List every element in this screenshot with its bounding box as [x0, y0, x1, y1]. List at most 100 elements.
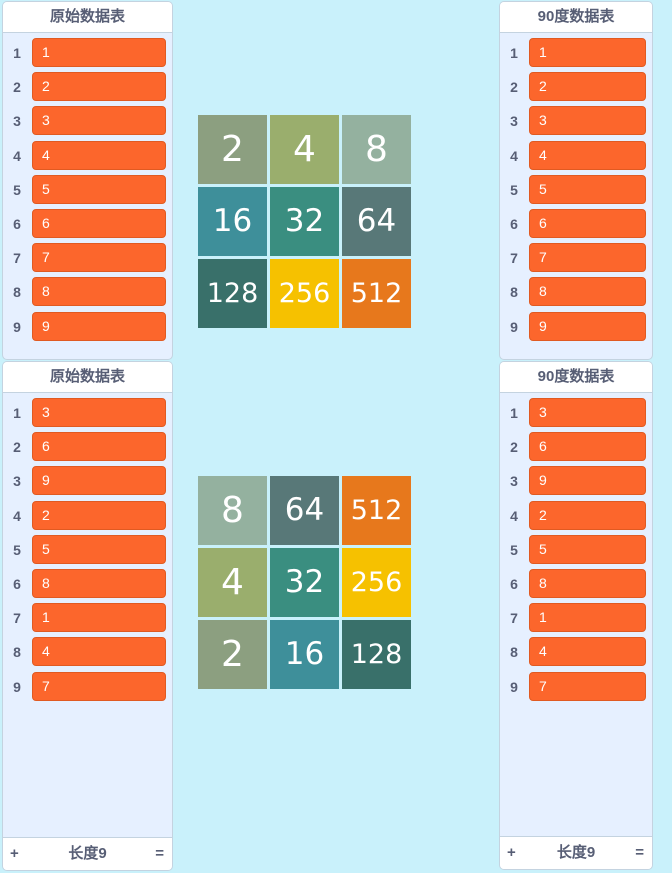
list-item-index: 8	[13, 284, 21, 301]
tile-grid-top: 2 4 8 16 32 64 128 256 512	[198, 115, 411, 328]
list-item-value[interactable]: 2	[32, 72, 166, 102]
list-item-value[interactable]: 5	[32, 174, 166, 204]
list-title: 90度数据表	[500, 2, 652, 33]
list-item-index: 4	[13, 147, 21, 164]
list-item-value[interactable]: 8	[529, 569, 646, 598]
list-item-value[interactable]: 1	[529, 603, 646, 633]
list-item-value[interactable]: 9	[529, 466, 646, 496]
list-item-index: 2	[510, 79, 518, 96]
list-item-index: 6	[13, 576, 21, 592]
list-footer: + 长度9 =	[500, 836, 652, 869]
list-item-value[interactable]: 7	[529, 243, 646, 273]
add-item-button[interactable]: +	[10, 845, 19, 862]
list-item-value[interactable]: 4	[529, 140, 646, 170]
list-item-value[interactable]: 4	[32, 637, 166, 667]
list-item-index: 7	[13, 250, 21, 267]
list-item-value[interactable]: 7	[529, 671, 646, 701]
list-item-value[interactable]: 9	[32, 311, 166, 341]
list-item-value[interactable]: 3	[32, 398, 166, 427]
resize-handle[interactable]: =	[635, 844, 644, 861]
list-item-value[interactable]: 2	[32, 500, 166, 530]
list-item-index: 6	[13, 216, 21, 232]
tile-2: 2	[198, 620, 267, 689]
list-item-index: 4	[13, 507, 21, 524]
list-item-index: 7	[13, 610, 21, 627]
list-item-value[interactable]: 3	[529, 106, 646, 136]
list-item-index: 1	[13, 405, 21, 421]
list-item-value[interactable]: 2	[529, 500, 646, 530]
list-item-index: 3	[510, 113, 518, 130]
list-item-value[interactable]: 4	[529, 637, 646, 667]
list-item-value[interactable]: 9	[529, 311, 646, 341]
tile-256: 256	[342, 548, 411, 617]
list-title: 原始数据表	[3, 2, 172, 33]
list-item-value[interactable]: 7	[32, 243, 166, 273]
list-item-value[interactable]: 1	[32, 603, 166, 633]
tile-128: 128	[342, 620, 411, 689]
tile-64: 64	[342, 187, 411, 256]
list-item-value[interactable]: 5	[32, 534, 166, 564]
tile-16: 16	[198, 187, 267, 256]
list-item-index: 5	[510, 541, 518, 558]
tile-512: 512	[342, 259, 411, 328]
list-item-index: 8	[510, 284, 518, 301]
list-item-index: 5	[13, 541, 21, 558]
list-item-value[interactable]: 6	[32, 209, 166, 238]
list-item-index: 1	[510, 45, 518, 61]
list-item-value[interactable]: 8	[529, 277, 646, 307]
list-item-value[interactable]: 1	[529, 38, 646, 67]
list-item-index: 8	[510, 644, 518, 661]
list-item-index: 1	[13, 45, 21, 61]
list-item-value[interactable]: 8	[32, 277, 166, 307]
list-item-value[interactable]: 6	[32, 432, 166, 462]
list-item-value[interactable]: 6	[529, 432, 646, 462]
list-footer: + 长度9 =	[3, 837, 172, 870]
list-item-value[interactable]: 5	[529, 174, 646, 204]
list-item-value[interactable]: 1	[32, 38, 166, 67]
list-item-index: 9	[13, 678, 21, 695]
list-item-index: 5	[510, 181, 518, 198]
list-item-value[interactable]: 9	[32, 466, 166, 496]
list-item-index: 2	[13, 79, 21, 96]
list-item-index: 2	[13, 439, 21, 456]
add-item-button[interactable]: +	[507, 844, 516, 861]
list-item-value[interactable]: 6	[529, 209, 646, 238]
list-item-value[interactable]: 3	[529, 398, 646, 427]
list-item-value[interactable]: 8	[32, 569, 166, 598]
list-item-value[interactable]: 5	[529, 534, 646, 564]
tile-512: 512	[342, 476, 411, 545]
tile-4: 4	[198, 548, 267, 617]
list-title: 90度数据表	[500, 362, 652, 393]
resize-handle[interactable]: =	[155, 845, 164, 862]
list-item-value[interactable]: 2	[529, 72, 646, 102]
tile-2: 2	[198, 115, 267, 184]
list-item-value[interactable]: 3	[32, 106, 166, 136]
list-item-index: 3	[13, 113, 21, 130]
list-item-index: 3	[510, 473, 518, 490]
list-item-value[interactable]: 4	[32, 140, 166, 170]
list-title: 原始数据表	[3, 362, 172, 393]
list-item-value[interactable]: 7	[32, 671, 166, 701]
